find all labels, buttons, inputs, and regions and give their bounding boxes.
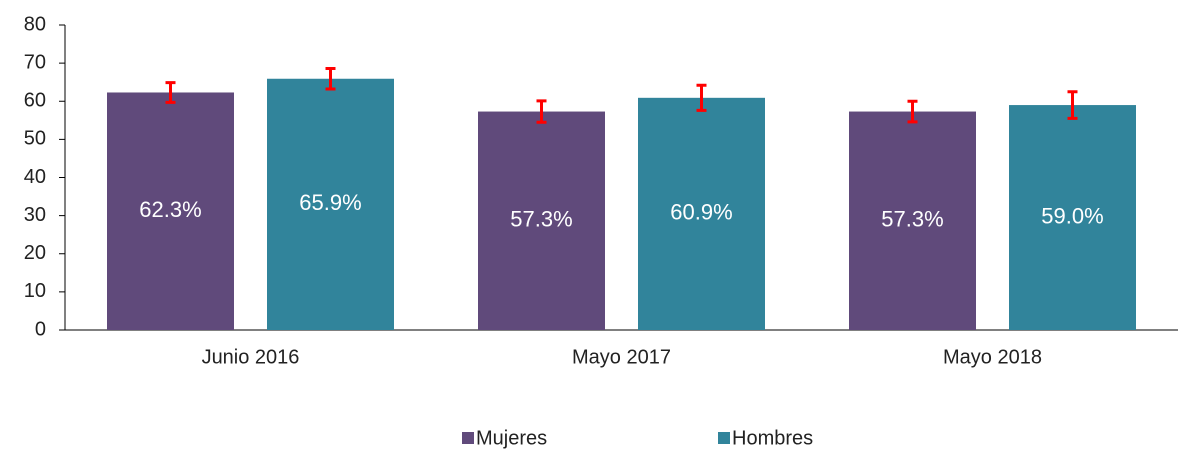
value-label: 65.9% xyxy=(299,190,361,215)
value-label: 60.9% xyxy=(670,200,732,225)
value-label: 57.3% xyxy=(881,207,943,232)
x-tick-label: Mayo 2018 xyxy=(943,346,1042,368)
bar xyxy=(267,78,394,330)
error-bar xyxy=(696,83,707,112)
x-tick-label: Mayo 2017 xyxy=(572,346,671,368)
y-tick-label: 70 xyxy=(24,51,46,73)
y-tick-label: 80 xyxy=(24,13,46,35)
legend-swatch xyxy=(462,432,474,444)
legend-label: Hombres xyxy=(732,427,813,449)
bar xyxy=(1009,105,1136,330)
y-tick-label: 40 xyxy=(24,166,46,188)
bar xyxy=(638,97,765,330)
value-label: 62.3% xyxy=(139,197,201,222)
value-label: 59.0% xyxy=(1041,203,1103,228)
value-label: 57.3% xyxy=(510,207,572,232)
legend-swatch xyxy=(718,432,730,444)
y-tick-label: 50 xyxy=(24,128,46,150)
bar xyxy=(107,92,234,330)
y-tick-label: 20 xyxy=(24,242,46,264)
x-tick-label: Junio 2016 xyxy=(202,346,300,368)
error-bar xyxy=(165,81,176,104)
error-bar xyxy=(1067,90,1078,120)
y-tick-label: 10 xyxy=(24,280,46,302)
bar xyxy=(849,111,976,330)
error-bar xyxy=(536,99,547,124)
y-tick-label: 0 xyxy=(35,318,46,340)
y-tick-label: 60 xyxy=(24,90,46,112)
error-bar xyxy=(325,66,336,91)
y-tick-label: 30 xyxy=(24,204,46,226)
legend-label: Mujeres xyxy=(476,427,547,449)
error-bar xyxy=(907,99,918,124)
bar xyxy=(478,111,605,330)
